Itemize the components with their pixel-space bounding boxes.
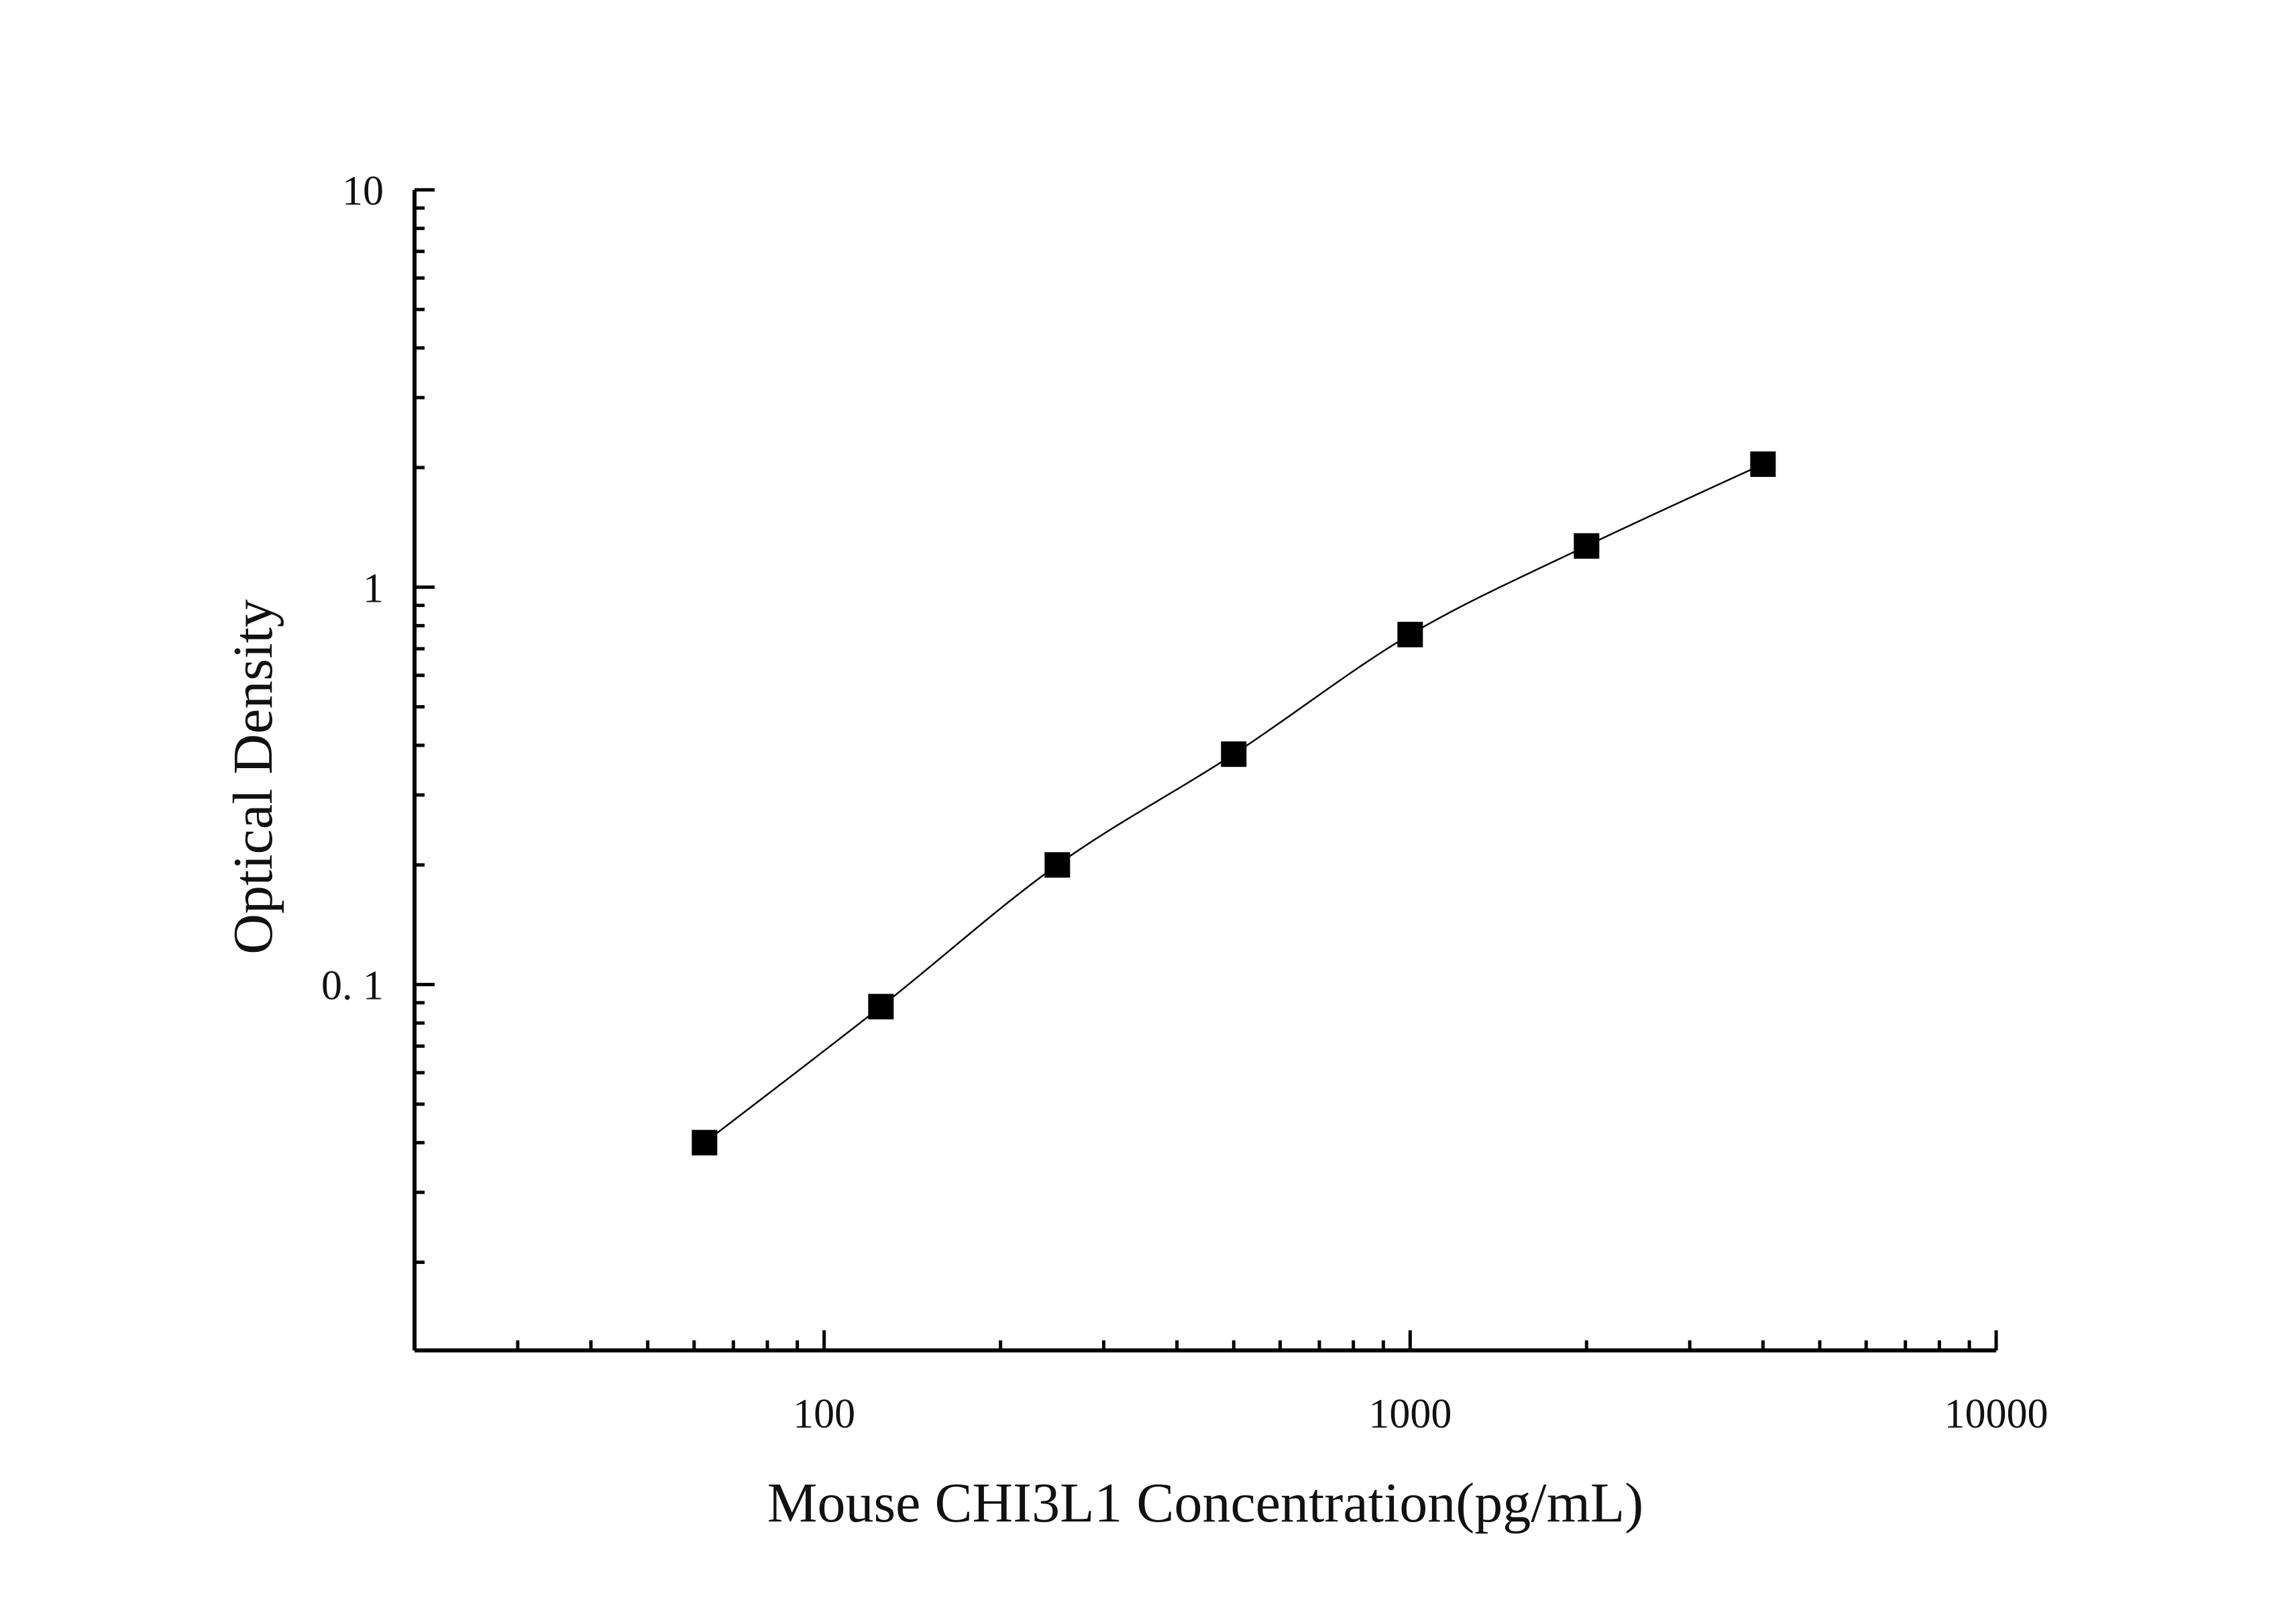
fit-curve-layer [704,463,1763,1144]
x-axis-ticks: 100 1000 10000 [413,1330,2048,1437]
y-tick-label: 10 [342,168,384,214]
data-point [1221,741,1247,767]
data-point [868,994,894,1020]
data-point [1750,451,1776,477]
fit-curve [704,463,1763,1144]
y-tick-label: 0. 1 [321,963,384,1009]
x-tick-label: 100 [793,1391,855,1437]
data-point [1574,533,1600,559]
data-point [1397,621,1423,647]
axes [413,190,1996,1352]
data-point [692,1130,718,1156]
data-point [1044,852,1071,878]
y-tick-label: 1 [363,566,384,611]
x-axis-title: Mouse CHI3L1 Concentration(pg/mL) [767,1472,1643,1534]
y-axis-ticks: 0. 1 1 10 [321,168,435,1265]
data-points [692,451,1776,1156]
x-tick-label: 1000 [1368,1391,1452,1437]
y-axis-title: Optical Density [222,599,284,955]
x-tick-label: 10000 [1945,1391,2048,1437]
